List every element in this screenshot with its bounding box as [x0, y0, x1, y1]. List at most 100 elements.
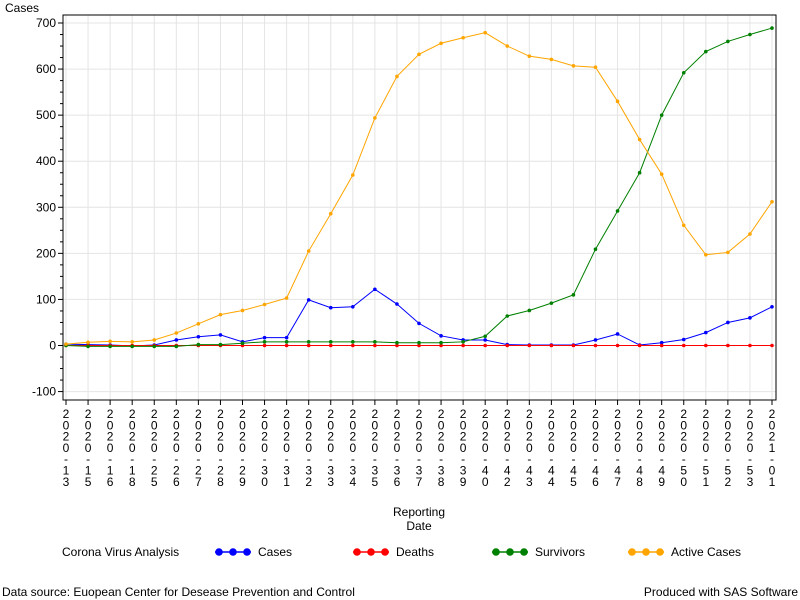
- data-point: [659, 113, 664, 117]
- x-tick-label: 2 0 2 0 -4 9: [658, 407, 665, 489]
- data-point: [417, 321, 421, 326]
- data-point: [284, 296, 289, 300]
- data-point: [174, 338, 179, 342]
- data-point: [726, 320, 730, 325]
- data-point: [748, 316, 752, 320]
- data-point: [439, 334, 443, 338]
- data-point: [174, 344, 179, 349]
- legend-swatch-marker: [367, 548, 375, 556]
- x-tick-label: 2 0 2 0 -1 8: [129, 407, 136, 489]
- data-point: [726, 39, 730, 44]
- data-point: [681, 223, 686, 228]
- x-tick-label: 2 0 2 0 -3 0: [261, 407, 268, 489]
- data-point: [284, 343, 289, 348]
- legend-swatch-marker: [229, 548, 237, 556]
- data-point: [328, 343, 333, 348]
- data-point: [593, 338, 598, 342]
- data-point: [549, 57, 554, 62]
- x-tick-label: 2 0 2 0 -1 6: [107, 407, 114, 489]
- x-tick-label: 2 0 2 0 -4 2: [504, 407, 511, 489]
- legend-item-deaths: Deaths: [396, 545, 435, 559]
- legend-swatch-marker: [628, 548, 636, 556]
- data-point: [218, 312, 223, 317]
- legend-swatch-marker: [353, 548, 361, 556]
- data-point: [218, 333, 223, 337]
- data-point: [373, 287, 377, 292]
- data-point: [351, 340, 355, 344]
- x-tick-label: 2 0 2 0 -2 8: [217, 407, 224, 489]
- legend-swatch-marker: [381, 548, 389, 556]
- data-point: [571, 293, 576, 297]
- data-point: [593, 65, 598, 70]
- legend-swatch-marker: [492, 548, 500, 556]
- data-point: [615, 332, 620, 336]
- x-tick-label: 2 0 2 0 -4 0: [482, 407, 489, 489]
- x-tick-label: 2 0 2 0 -4 7: [614, 407, 621, 489]
- x-tick-label: 2 0 2 0 -4 8: [636, 407, 643, 489]
- data-point: [637, 343, 642, 348]
- data-point: [527, 343, 532, 348]
- data-point: [770, 199, 774, 204]
- legend-item-active-cases: Active Cases: [671, 545, 742, 559]
- data-point: [704, 252, 708, 257]
- data-point: [439, 41, 443, 46]
- data-point: [262, 302, 267, 307]
- data-point: [505, 44, 510, 48]
- data-point: [152, 338, 157, 342]
- data-point: [659, 340, 664, 345]
- y-tick-label: 500: [36, 108, 56, 122]
- x-tick-label: 2 0 2 0 -3 2: [305, 407, 312, 489]
- data-point: [571, 64, 576, 68]
- x-tick-label: 2 0 2 0 -3 3: [327, 407, 334, 489]
- legend-swatch-marker: [215, 548, 223, 556]
- x-tick-label: 2 0 2 0 -2 6: [173, 407, 180, 489]
- x-axis-label: Date: [406, 519, 432, 533]
- data-point: [240, 341, 245, 345]
- data-point: [262, 335, 267, 340]
- data-point: [527, 54, 532, 58]
- legend-item-cases: Cases: [258, 545, 293, 559]
- y-tick-label: -100: [32, 385, 56, 399]
- data-point: [395, 302, 399, 306]
- footer-data-source: Data source: Euopean Center for Desease …: [2, 585, 355, 599]
- data-point: [704, 330, 708, 335]
- data-point: [351, 173, 355, 177]
- x-tick-label: 2 0 2 0 -3 8: [438, 407, 445, 489]
- data-point: [351, 343, 355, 348]
- x-tick-label: 2 0 2 0 -5 1: [702, 407, 709, 489]
- data-point: [395, 74, 399, 79]
- data-point: [571, 343, 576, 348]
- x-tick-label: 2 0 2 0 -5 2: [725, 407, 732, 489]
- data-point: [196, 342, 201, 347]
- y-tick-label: 200: [36, 246, 56, 260]
- data-point: [549, 343, 554, 348]
- data-point: [483, 343, 487, 348]
- data-point: [439, 343, 443, 348]
- data-point: [615, 209, 620, 213]
- x-tick-label: 2 0 2 0 -2 9: [239, 407, 246, 489]
- data-point: [461, 343, 465, 348]
- data-point: [306, 340, 311, 344]
- x-tick-label: 2 0 2 0 -4 4: [548, 407, 555, 489]
- data-point: [262, 340, 267, 344]
- y-tick-label: 100: [36, 292, 56, 306]
- data-point: [395, 340, 399, 345]
- data-point: [593, 247, 598, 252]
- data-point: [726, 250, 730, 255]
- data-point: [527, 308, 532, 313]
- x-tick-label: 2 0 2 0 -4 6: [592, 407, 599, 489]
- x-tick-label: 2 0 2 0 -3 7: [416, 407, 423, 489]
- legend-title: Corona Virus Analysis: [62, 545, 180, 559]
- y-tick-label: 300: [36, 200, 56, 214]
- data-point: [681, 70, 686, 75]
- data-point: [395, 343, 399, 348]
- data-point: [505, 343, 510, 348]
- legend-swatch-marker: [243, 548, 251, 556]
- data-point: [483, 30, 487, 35]
- data-point: [637, 137, 642, 142]
- legend-swatch-marker: [520, 548, 528, 556]
- data-point: [704, 49, 708, 54]
- data-point: [86, 340, 90, 345]
- data-point: [593, 343, 598, 348]
- data-point: [108, 339, 112, 344]
